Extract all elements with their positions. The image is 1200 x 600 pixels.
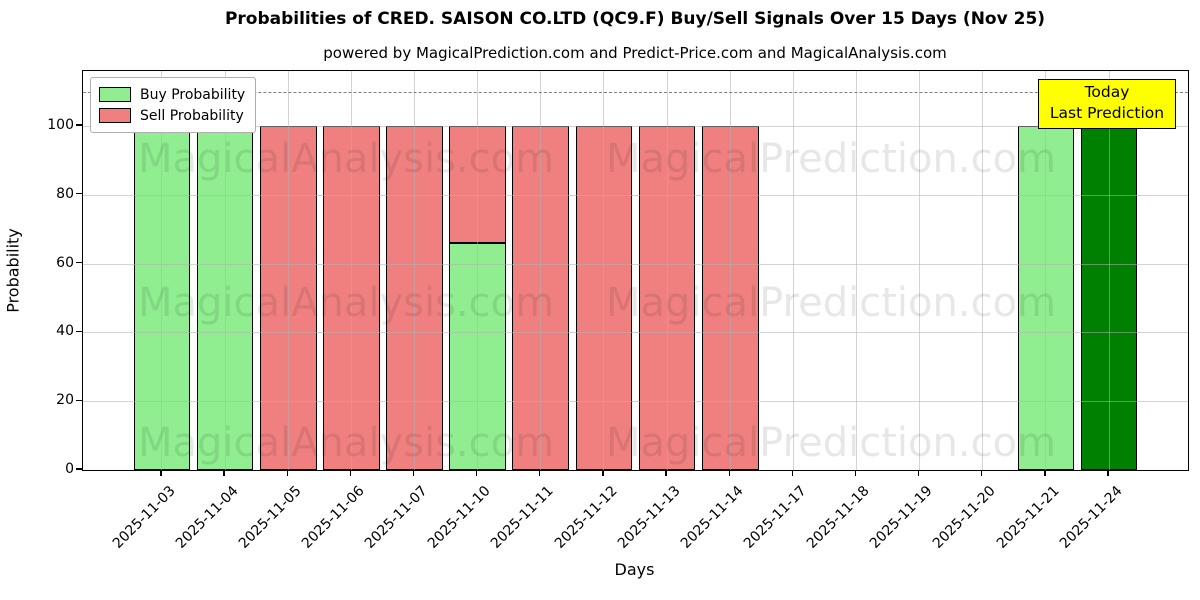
gridline-vertical [856,71,857,470]
today-annotation-line1: Today [1084,83,1130,101]
legend-label-sell: Sell Probability [140,107,244,124]
chart-subtitle: powered by MagicalPrediction.com and Pre… [323,44,947,62]
gridline-vertical [729,71,731,470]
x-tick-mark [854,470,857,476]
y-tick-label: 100 [47,117,74,134]
today-annotation-line2: Last Prediction [1049,104,1165,122]
x-tick-mark [981,470,983,476]
gridline-vertical [161,71,163,470]
gridline-horizontal [83,263,1188,265]
x-tick-mark [791,470,793,476]
gridline-vertical [224,71,226,470]
legend: Buy Probability Sell Probability [90,77,257,133]
x-tick-label: 2025-11-18 [803,483,873,552]
legend-label-buy: Buy Probability [140,86,246,103]
x-tick-mark [349,470,351,476]
gridline-vertical [982,71,984,470]
x-tick-label: 2025-11-03 [109,483,179,552]
gridline-vertical [1108,71,1110,470]
gridline-horizontal [83,126,1188,128]
y-tick-mark [76,330,82,332]
y-tick-label: 0 [65,461,74,477]
y-tick-mark [76,262,82,264]
x-tick-mark [665,470,667,476]
threshold-dashed-line [83,91,1188,93]
gridline-horizontal [83,194,1188,196]
y-tick-label: 80 [56,185,74,202]
x-tick-mark [223,470,225,476]
buy-swatch-icon [99,87,131,102]
y-tick-mark [76,124,82,126]
gridline-vertical [540,71,542,470]
y-tick-mark [76,193,82,195]
x-tick-label: 2025-11-19 [867,483,936,552]
gridline-horizontal [83,401,1188,403]
x-tick-mark [412,470,415,476]
x-tick-mark [602,470,604,476]
x-tick-mark [476,470,478,476]
y-tick-label: 40 [56,323,74,340]
x-tick-label: 2025-11-12 [551,483,621,552]
x-tick-label: 2025-11-05 [235,483,305,552]
x-tick-mark [728,470,730,476]
gridline-vertical [603,71,605,470]
x-tick-label: 2025-11-17 [740,483,810,552]
x-tick-label: 2025-11-04 [172,483,242,552]
y-tick-label: 60 [56,254,74,271]
gridline-vertical [287,71,289,470]
x-tick-label: 2025-11-10 [425,483,494,552]
gridline-horizontal [83,332,1188,334]
gridline-vertical [666,71,668,470]
sell-swatch-icon [99,108,131,123]
x-tick-mark [1044,470,1046,476]
x-tick-label: 2025-11-06 [298,483,368,552]
gridline-vertical [1045,71,1047,470]
x-tick-mark [286,470,288,476]
x-tick-label: 2025-11-14 [677,483,747,552]
x-tick-mark [539,470,541,476]
today-annotation: Today Last Prediction [1038,79,1176,129]
chart-title: Probabilities of CRED. SAISON CO.LTD (QC… [224,9,1046,29]
x-tick-label: 2025-11-21 [993,483,1063,552]
y-tick-mark [76,399,82,401]
y-tick-mark [76,468,82,470]
y-axis-label: Probability [3,228,23,313]
legend-item-buy: Buy Probability [99,84,245,105]
x-tick-label: 2025-11-20 [930,483,1000,552]
x-tick-mark [918,470,920,476]
x-axis-label: Days [614,560,655,579]
legend-item-sell: Sell Probability [99,105,245,126]
y-tick-label: 20 [56,392,74,409]
x-tick-label: 2025-11-13 [614,483,684,552]
x-tick-label: 2025-11-07 [361,483,431,552]
gridline-vertical [350,71,352,470]
x-tick-mark [160,470,162,476]
x-tick-label: 2025-11-24 [1056,483,1126,552]
gridline-vertical [414,71,415,470]
gridline-vertical [919,71,921,470]
x-tick-mark [1107,470,1109,476]
gridline-vertical [477,71,479,470]
gridline-vertical [792,71,794,470]
x-tick-label: 2025-11-11 [488,483,558,552]
